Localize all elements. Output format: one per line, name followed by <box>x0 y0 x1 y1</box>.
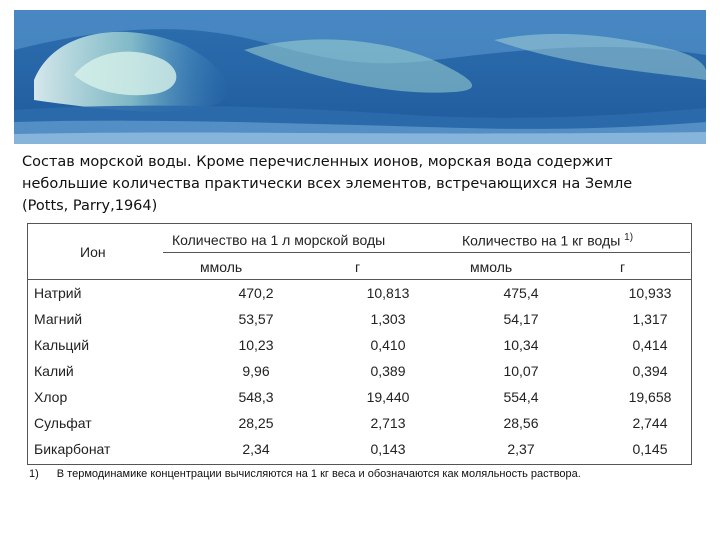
value-g-per-liter: 0,389 <box>370 363 406 379</box>
value-mmol-per-kg: 2,37 <box>507 441 535 457</box>
ion-name: Калий <box>34 363 74 379</box>
value-g-per-liter: 19,440 <box>366 389 410 405</box>
value-g-per-kg: 0,145 <box>632 441 668 457</box>
value-mmol-per-kg: 10,07 <box>503 363 539 379</box>
value-mmol-per-kg: 475,4 <box>503 285 539 301</box>
value-g-per-liter: 0,410 <box>370 337 406 353</box>
value-mmol-per-kg: 54,17 <box>503 311 539 327</box>
value-mmol-per-kg: 554,4 <box>503 389 539 405</box>
ion-column-header: Ион <box>80 244 106 260</box>
value-mmol-per-liter: 2,34 <box>242 441 270 457</box>
table-footnote: 1) В термодинамике концентрации вычисляют… <box>29 467 669 482</box>
footnote-mark: 1) <box>29 468 39 480</box>
group-header-divider <box>163 252 690 253</box>
subheader-g-per-kg: г <box>620 259 626 275</box>
subheader-g-per-liter: г <box>355 259 361 275</box>
value-g-per-kg: 2,744 <box>632 415 668 431</box>
table-row: Кальций 10,23 0,410 10,34 0,414 <box>28 332 691 358</box>
table-row: Бикарбонат 2,34 0,143 2,37 0,145 <box>28 436 691 462</box>
ion-name: Магний <box>34 311 83 327</box>
value-g-per-kg: 19,658 <box>628 389 672 405</box>
ion-name: Сульфат <box>34 415 92 431</box>
value-mmol-per-liter: 10,23 <box>238 337 274 353</box>
value-mmol-per-liter: 28,25 <box>238 415 274 431</box>
value-mmol-per-liter: 548,3 <box>238 389 274 405</box>
ocean-wave-banner <box>14 10 706 144</box>
per-kg-group-header-text: Количество на 1 кг воды <box>462 232 621 249</box>
table-row: Натрий 470,2 10,813 475,4 10,933 <box>28 280 691 306</box>
table-row: Магний 53,57 1,303 54,17 1,317 <box>28 306 691 332</box>
ion-name: Кальций <box>34 337 90 353</box>
value-mmol-per-liter: 53,57 <box>238 311 274 327</box>
table-caption: Состав морской воды. Кроме перечисленных… <box>22 154 633 214</box>
header-bottom-divider <box>28 279 691 280</box>
subheader-mmol-per-kg: ммоль <box>470 259 513 275</box>
per-kg-footnote-ref: 1) <box>624 232 634 243</box>
value-mmol-per-kg: 10,34 <box>503 337 539 353</box>
value-g-per-liter: 1,303 <box>370 311 406 327</box>
value-mmol-per-kg: 28,56 <box>503 415 539 431</box>
ion-name: Хлор <box>34 389 68 405</box>
ion-name: Натрий <box>34 285 82 301</box>
value-g-per-liter: 2,713 <box>370 415 406 431</box>
value-g-per-kg: 10,933 <box>628 285 672 301</box>
subheader-mmol-per-liter: ммоль <box>200 259 243 275</box>
table-row: Хлор 548,3 19,440 554,4 19,658 <box>28 384 691 410</box>
table-row: Сульфат 28,25 2,713 28,56 2,744 <box>28 410 691 436</box>
per-kg-group-header: Количество на 1 кг воды 1) <box>462 232 633 249</box>
footnote-text: В термодинамике концентрации вычисляются… <box>56 468 581 480</box>
ion-name: Бикарбонат <box>34 441 111 457</box>
value-mmol-per-liter: 470,2 <box>238 285 274 301</box>
value-g-per-kg: 1,317 <box>632 311 668 327</box>
seawater-composition-table <box>27 223 692 465</box>
value-g-per-liter: 0,143 <box>370 441 406 457</box>
ocean-wave-image <box>14 10 706 144</box>
value-g-per-liter: 10,813 <box>366 285 410 301</box>
value-g-per-kg: 0,414 <box>632 337 668 353</box>
table-row: Калий 9,96 0,389 10,07 0,394 <box>28 358 691 384</box>
per-liter-group-header: Количество на 1 л морской воды <box>172 232 386 248</box>
value-mmol-per-liter: 9,96 <box>242 363 270 379</box>
value-g-per-kg: 0,394 <box>632 363 668 379</box>
